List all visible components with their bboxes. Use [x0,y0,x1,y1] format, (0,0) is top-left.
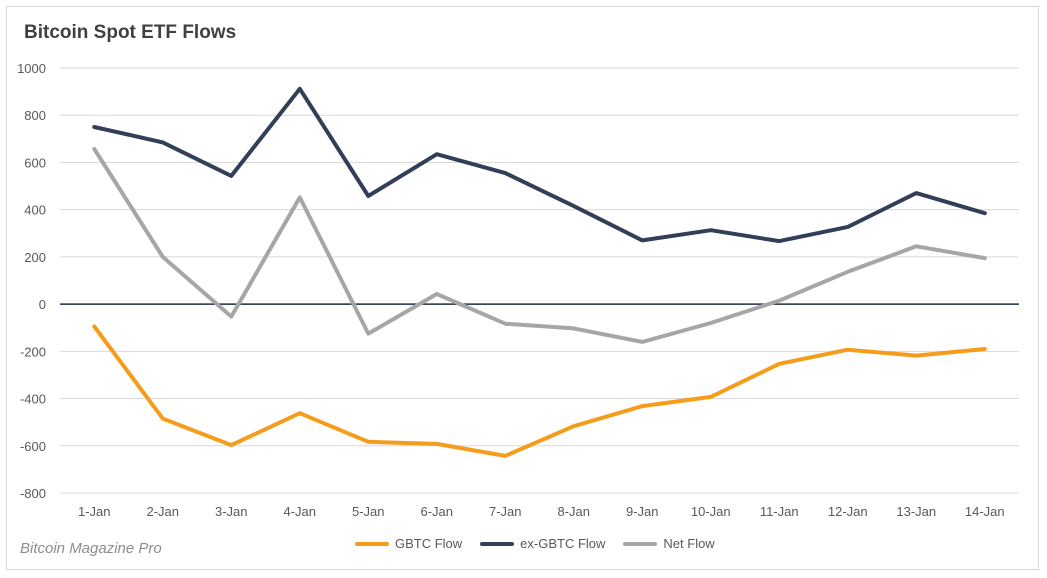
y-tick-label: -800 [20,486,46,501]
legend-swatch-ex-gbtc [480,541,515,546]
y-tick-label: 800 [24,108,46,123]
legend: GBTC Flow ex-GBTC Flow Net Flow [355,536,715,551]
x-tick-label: 12-Jan [828,504,868,519]
legend-label-net: Net Flow [663,536,715,551]
y-tick-label: -400 [20,392,46,407]
x-tick-label: 9-Jan [626,504,659,519]
legend-label-gbtc: GBTC Flow [395,536,463,551]
y-tick-label: 200 [24,250,46,265]
x-tick-label: 10-Jan [691,504,731,519]
x-tick-label: 2-Jan [146,504,179,519]
legend-item-net: Net Flow [623,536,715,551]
x-tick-label: 3-Jan [215,504,248,519]
y-tick-label: 0 [39,297,46,312]
legend-swatch-net [623,541,658,546]
x-tick-label: 4-Jan [283,504,316,519]
series-line-ex-gbtc-flow [92,86,987,244]
legend-swatch-gbtc [355,541,389,546]
series-lines [92,86,987,458]
x-tick-label: 6-Jan [420,504,453,519]
x-tick-label: 5-Jan [352,504,385,519]
source-watermark: Bitcoin Magazine Pro [20,540,162,557]
x-tick-label: 13-Jan [896,504,936,519]
x-tick-label: 14-Jan [965,504,1005,519]
x-tick-label: 11-Jan [760,504,799,519]
x-tick-label: 8-Jan [557,504,590,519]
y-tick-label: -600 [20,439,46,454]
gridlines [60,67,1019,494]
y-tick-label: 400 [24,203,46,218]
y-tick-label: 1000 [17,61,46,76]
y-tick-label: -200 [20,344,46,359]
y-tick-label: 600 [24,155,46,170]
x-tick-label: 7-Jan [489,504,522,519]
legend-label-ex-gbtc: ex-GBTC Flow [520,536,606,551]
chart-frame [6,6,1039,570]
series-line-net-flow [92,147,987,344]
series-line-gbtc-flow [92,324,987,458]
chart-title: Bitcoin Spot ETF Flows [24,22,237,43]
legend-item-ex-gbtc: ex-GBTC Flow [480,536,605,551]
x-tick-label: 1-Jan [78,504,111,519]
x-axis-ticks: 1-Jan 2-Jan 3-Jan 4-Jan 5-Jan 6-Jan 7-Jan 8-Jan… [78,504,1005,519]
y-axis-ticks: 1000 800 600 400 200 0 -200 -400 -600 -800 [17,61,46,501]
legend-item-gbtc: GBTC Flow [355,536,462,551]
